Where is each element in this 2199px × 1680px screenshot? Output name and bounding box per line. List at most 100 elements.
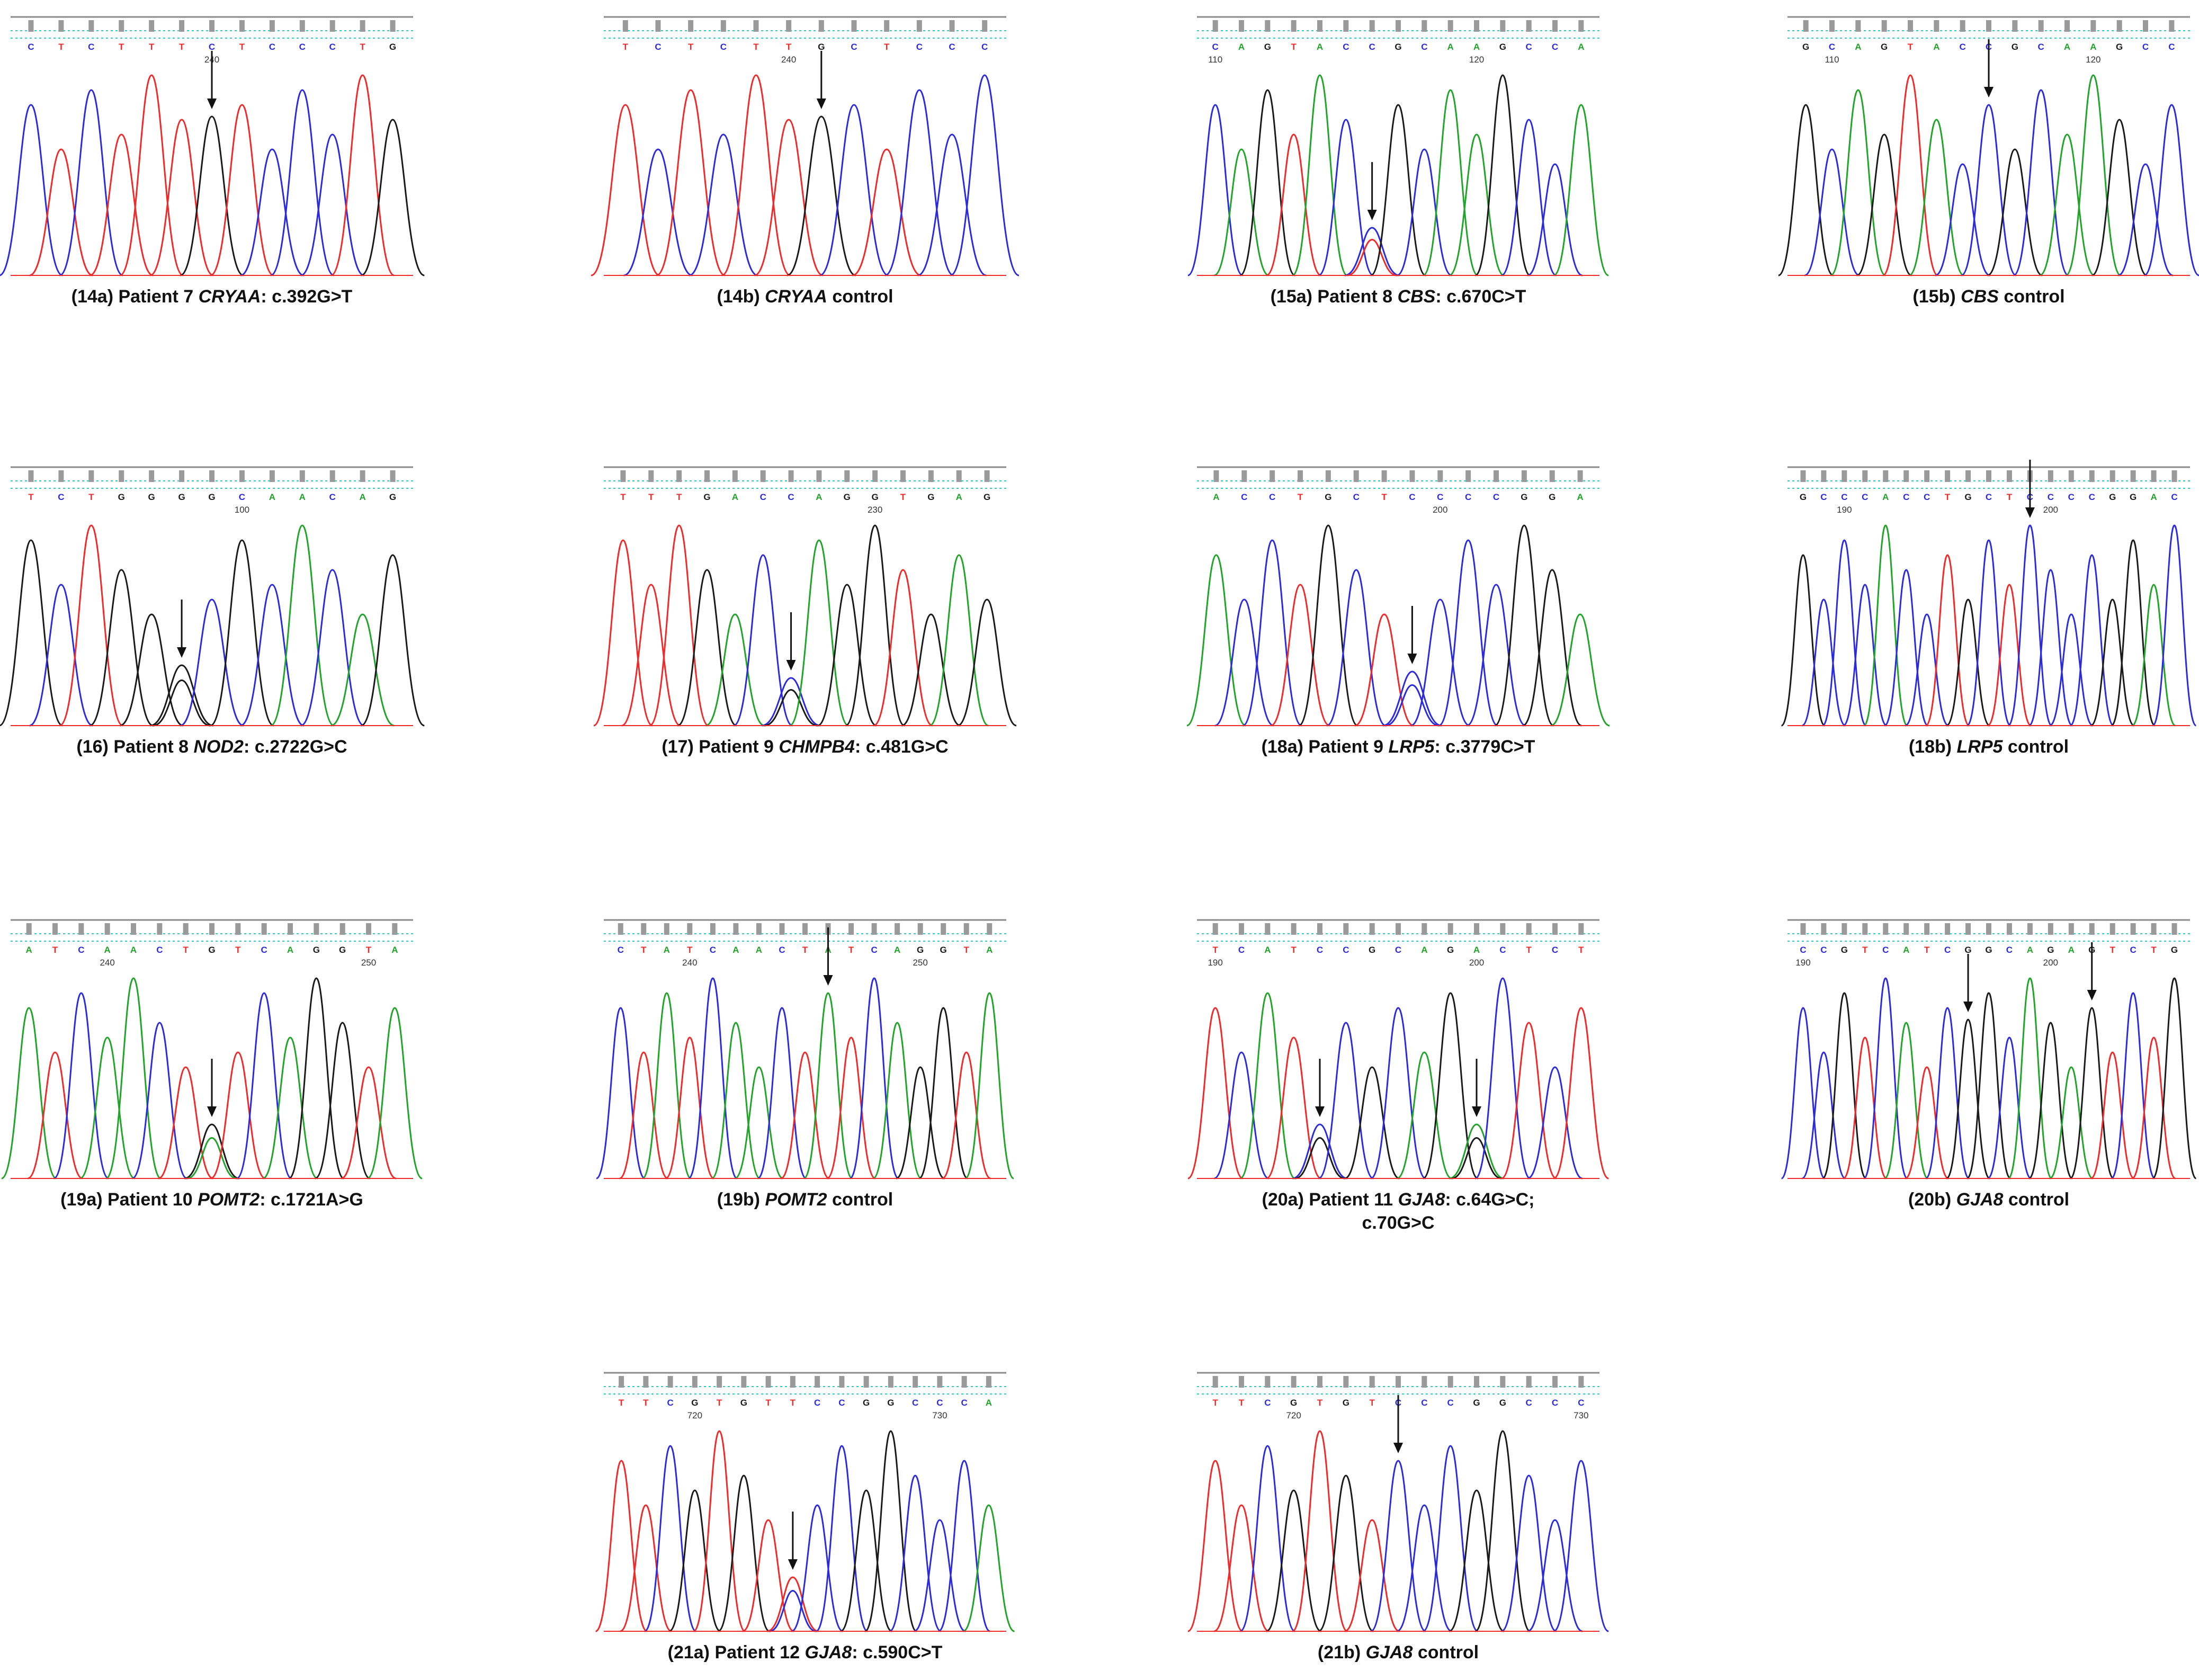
quality-bar: [2089, 923, 2095, 935]
trace-peak: [361, 119, 425, 276]
quality-bar: [984, 470, 990, 482]
quality-bar: [917, 923, 923, 935]
panel-15b: GCAGTACCGCAAGCC110120 (15b) CBS control: [1778, 11, 2199, 307]
base-call: G: [1343, 1398, 1349, 1408]
secondary-peak: [769, 1589, 817, 1632]
arrow-head: [1984, 87, 1994, 97]
trace-peak: [89, 569, 154, 727]
trace-peak: [665, 1036, 714, 1179]
trace-peak: [2007, 977, 2053, 1179]
quality-bar: [2109, 470, 2115, 482]
trace-peak: [896, 1066, 945, 1179]
base-call: G: [703, 492, 710, 502]
base-call: C: [655, 42, 661, 52]
base-call: A: [26, 945, 32, 955]
base-call: G: [818, 42, 825, 52]
quality-bar: [648, 470, 654, 482]
base-call: A: [1421, 945, 1427, 955]
quality-bar: [916, 20, 922, 32]
trace-peak: [27, 1051, 83, 1179]
trace-peak: [150, 664, 214, 727]
trace-peak: [262, 1036, 318, 1179]
position-label: 240: [100, 958, 114, 968]
base-call: G: [1549, 492, 1556, 502]
base-call: A: [1578, 42, 1584, 52]
base-call: A: [2150, 492, 2157, 502]
base-call: G: [1290, 1398, 1297, 1408]
chromatogram-19b: CTATCAACTATCAGGTA240250: [596, 919, 1014, 1179]
quality-bar: [58, 20, 64, 32]
quality-bar: [1526, 1376, 1532, 1388]
trace-peak: [852, 148, 922, 276]
quality-bar: [239, 20, 245, 32]
base-call: T: [119, 42, 124, 52]
base-call: C: [981, 42, 988, 52]
quality-bar: [2006, 923, 2012, 935]
trace-peak: [184, 1123, 240, 1179]
secondary-peak: [1347, 238, 1397, 276]
trace-peak: [1344, 1066, 1400, 1179]
trace-peak: [644, 1445, 696, 1632]
trace-peak: [1553, 104, 1609, 276]
trace-peak: [59, 524, 123, 727]
trace-peak: [1550, 613, 1610, 727]
quality-bar: [131, 923, 136, 935]
quality-bar: [1494, 470, 1499, 482]
position-label: 730: [932, 1410, 947, 1420]
base-call: T: [848, 945, 854, 955]
base-call: C: [1578, 1398, 1584, 1408]
trace-peak: [270, 524, 335, 727]
quality-bar: [900, 470, 906, 482]
quality-bar: [664, 923, 669, 935]
trace-peak: [1370, 1460, 1426, 1632]
trace-peak: [1318, 119, 1374, 276]
position-label: 200: [2043, 505, 2058, 515]
trace-peak: [1494, 524, 1554, 727]
quality-bar: [986, 1376, 991, 1388]
caption-21a: (21a) Patient 12 GJA8: c.590C>T: [667, 1642, 943, 1663]
trace-peak: [300, 133, 364, 276]
quality-bar: [1578, 923, 1584, 935]
base-call: A: [104, 945, 111, 955]
quality-bar: [2143, 20, 2148, 32]
secondary-peak: [186, 1137, 237, 1179]
panel-21b: TTCGTGTCCCGGCCC720730 (21b) GJA8 control: [1187, 1366, 1609, 1663]
trace-peak: [1961, 104, 2017, 276]
trace-peak: [850, 977, 899, 1179]
base-call: T: [235, 945, 241, 955]
quality-bar: [58, 470, 64, 482]
base-call: C: [329, 492, 336, 502]
base-call: C: [88, 42, 94, 52]
base-call: C: [936, 1398, 943, 1408]
caption-16: (16) Patient 8 NOD2: c.2722G>C: [76, 737, 347, 757]
base-call: C: [58, 492, 64, 502]
base-call: G: [148, 492, 155, 502]
trace-peak: [79, 1036, 136, 1179]
base-call: A: [894, 945, 900, 955]
trace-peak: [1966, 992, 2012, 1179]
base-call: G: [1499, 1398, 1506, 1408]
panel-15a: C A G T A C C G C A A G C C A 110 120 (15a) Patient 8 CB…: [1187, 11, 1609, 307]
quality-bar: [1265, 1376, 1271, 1388]
quality-bar: [710, 923, 716, 935]
quality-bar: [390, 470, 396, 482]
base-call: A: [732, 492, 738, 502]
trace-peak: [1344, 227, 1400, 276]
trace-peak: [1987, 584, 2032, 727]
caption-19a: (19a) Patient 10 POMT2: c.1721A>G: [60, 1190, 363, 1210]
position-label: 200: [2043, 958, 2058, 968]
quality-bar: [52, 923, 58, 935]
quality-bar: [753, 20, 759, 32]
quality-bar: [1552, 1376, 1558, 1388]
trace-peak: [1292, 1430, 1348, 1632]
base-call: G: [2012, 42, 2018, 52]
panel-18b: GCCCACCTGCTCCCCGGAC190200 (18b) LRP5 con…: [1781, 460, 2197, 757]
base-call: C: [788, 492, 794, 502]
quality-bar: [1526, 20, 1532, 32]
base-call: T: [2151, 945, 2157, 955]
trace-peak: [957, 598, 1017, 727]
secondary-peak: [1294, 1137, 1345, 1179]
trace-peak: [1781, 554, 1826, 727]
quality-bar: [961, 1376, 967, 1388]
secondary-peak: [1385, 684, 1439, 727]
